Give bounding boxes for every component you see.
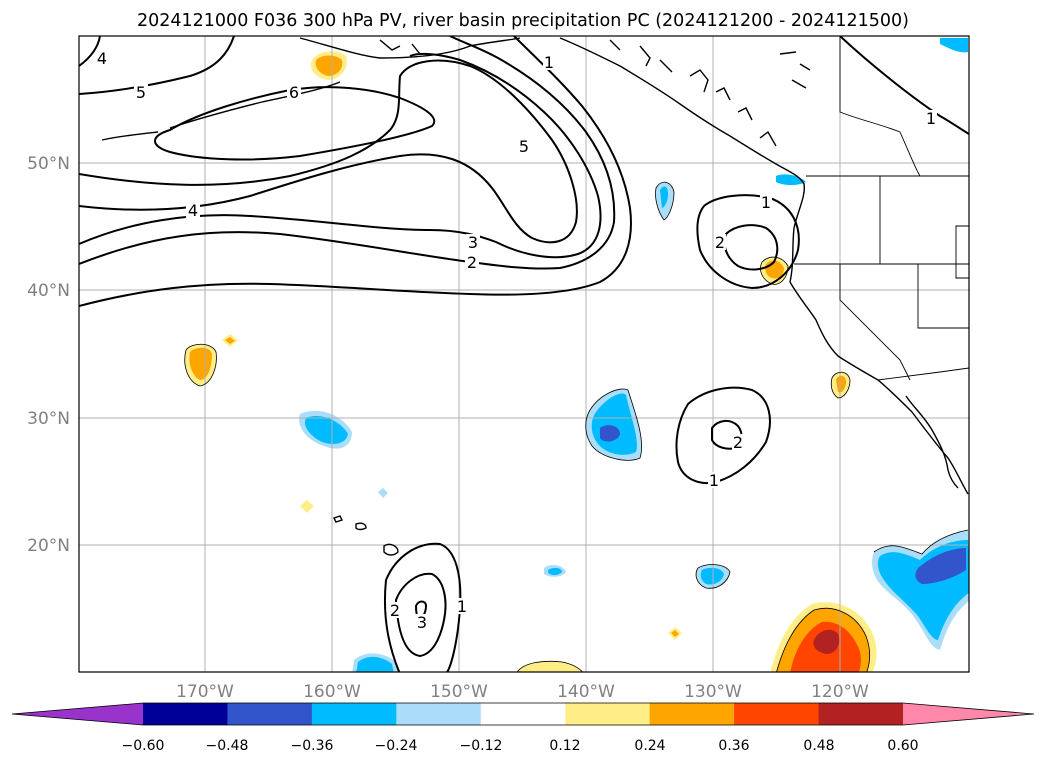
colorbar-frame [11, 702, 1035, 726]
contour-label: 2 [715, 233, 725, 252]
contour-label: 1 [761, 193, 771, 212]
pv-contour-3 [79, 52, 602, 259]
colorbar-segment [818, 703, 904, 725]
colorbar-tick-label: −0.12 [460, 738, 503, 754]
gridlines [79, 36, 969, 672]
pv-contour-5 [79, 59, 578, 244]
y-axis-labels: 50°N 40°N 30°N 20°N [27, 154, 70, 556]
y-tick-label: 30°N [27, 409, 70, 429]
x-axis-labels: 170°W 160°W 150°W 140°W 130°W 120°W [176, 682, 869, 702]
colorbar-segment [143, 703, 228, 725]
pv-contour-2-oregon [723, 224, 779, 271]
pv-contour-1-hawaii [383, 542, 462, 672]
political-borders [794, 36, 969, 381]
colorbar-tick-label: −0.48 [206, 738, 249, 754]
contour-label: 4 [188, 201, 198, 220]
colorbar-tick-label: 0.36 [718, 738, 749, 754]
map-area: 4 5 6 1 5 4 3 2 1 1 2 1 2 1 [79, 36, 969, 672]
contour-label: 6 [289, 83, 299, 102]
x-tick-label: 130°W [684, 682, 742, 702]
pv-contour-5-west [79, 36, 235, 95]
contour-label: 1 [926, 109, 936, 128]
pv-contour-1-low [675, 386, 771, 484]
contour-label: 1 [544, 53, 554, 72]
map-frame [78, 35, 970, 673]
pv-contour-1 [79, 36, 632, 307]
contour-label: 3 [417, 613, 427, 632]
colorbar-segment [649, 703, 735, 725]
colorbar-segment [565, 703, 651, 725]
colorbar-tick-label: −0.24 [375, 738, 418, 754]
map-title: 2024121000 F036 300 hPa PV, river basin … [137, 11, 909, 31]
contour-label: 2 [467, 253, 477, 272]
colorbar-tick-label: 0.24 [634, 738, 665, 754]
colorbar-extend-high [903, 703, 1034, 725]
colorbar-tick-label: −0.36 [291, 738, 334, 754]
colorbar-segment [311, 703, 397, 725]
contour-label: 5 [519, 137, 529, 156]
y-tick-label: 40°N [27, 281, 70, 301]
colorbar-tick-labels: −0.60 −0.48 −0.36 −0.24 −0.12 0.12 0.24 … [122, 738, 919, 754]
colorbar-segments [12, 703, 1034, 725]
contour-label: 3 [468, 233, 478, 252]
x-tick-label: 160°W [303, 682, 361, 702]
colorbar-tick-label: 0.12 [549, 738, 580, 754]
contour-label: 2 [733, 433, 743, 452]
pv-contour-labels: 4 5 6 1 5 4 3 2 1 1 2 1 2 1 [96, 49, 937, 632]
colorbar-tick-label: 0.60 [887, 738, 918, 754]
y-tick-label: 20°N [27, 536, 70, 556]
x-tick-label: 150°W [430, 682, 488, 702]
pv-contour-2-hawaii [394, 572, 447, 658]
pv-contour-4-west [79, 36, 101, 67]
colorbar-segment [480, 703, 566, 725]
precipitation-shading [184, 38, 969, 672]
colorbar-segment [396, 703, 482, 725]
contour-label: 4 [97, 49, 107, 68]
colorbar-tick-label: 0.48 [803, 738, 834, 754]
positive-anomaly-areas [184, 51, 877, 672]
contour-label: 5 [136, 83, 146, 102]
colorbar-extend-low [12, 703, 143, 725]
x-tick-label: 120°W [811, 682, 869, 702]
colorbar-segment [227, 703, 313, 725]
colorbar: −0.60 −0.48 −0.36 −0.24 −0.12 0.12 0.24 … [11, 702, 1035, 754]
contour-label: 1 [709, 471, 719, 490]
contour-label: 1 [457, 597, 467, 616]
pv-contour-2 [79, 36, 616, 270]
x-tick-label: 170°W [176, 682, 234, 702]
contour-label: 2 [390, 601, 400, 620]
colorbar-segment [734, 703, 820, 725]
shading-outlines [184, 181, 969, 672]
negative-anomaly-areas [299, 38, 969, 672]
y-tick-label: 50°N [27, 154, 70, 174]
pv-contour-6 [154, 86, 436, 161]
colorbar-tick-label: −0.60 [122, 738, 165, 754]
x-tick-label: 140°W [557, 682, 615, 702]
